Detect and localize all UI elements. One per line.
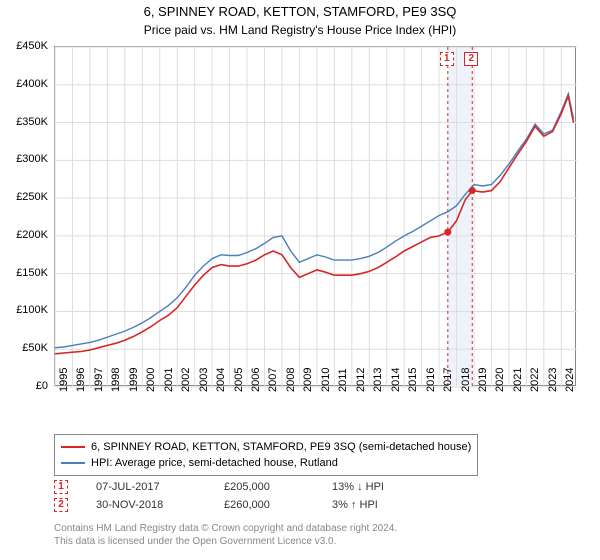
chart-subtitle: Price paid vs. HM Land Registry's House … bbox=[0, 23, 600, 37]
x-tick-label: 2017 bbox=[442, 368, 454, 392]
y-tick-label: £450K bbox=[0, 40, 48, 52]
x-tick-label: 2003 bbox=[198, 368, 210, 392]
y-tick-label: £300K bbox=[0, 153, 48, 165]
x-tick-label: 2004 bbox=[215, 368, 227, 392]
x-tick-label: 2008 bbox=[285, 368, 297, 392]
transaction-marker: 1 bbox=[54, 480, 68, 494]
y-tick-label: £200K bbox=[0, 229, 48, 241]
legend-label: 6, SPINNEY ROAD, KETTON, STAMFORD, PE9 3… bbox=[91, 441, 471, 453]
x-tick-label: 2005 bbox=[233, 368, 245, 392]
x-tick-label: 2014 bbox=[390, 368, 402, 392]
x-tick-label: 1996 bbox=[75, 368, 87, 392]
x-tick-label: 2002 bbox=[180, 368, 192, 392]
x-tick-label: 2009 bbox=[302, 368, 314, 392]
credit-line-1: Contains HM Land Registry data © Crown c… bbox=[54, 522, 397, 535]
x-tick-label: 2019 bbox=[477, 368, 489, 392]
transaction-table: 1 07-JUL-2017 £205,000 13% ↓ HPI 2 30-NO… bbox=[54, 478, 384, 514]
x-tick-label: 2024 bbox=[564, 368, 576, 392]
x-tick-label: 2001 bbox=[163, 368, 175, 392]
x-tick-label: 2022 bbox=[529, 368, 541, 392]
x-tick-label: 2023 bbox=[547, 368, 559, 392]
credit-text: Contains HM Land Registry data © Crown c… bbox=[54, 522, 397, 548]
x-tick-label: 2011 bbox=[337, 368, 349, 392]
transaction-price: £260,000 bbox=[224, 499, 304, 511]
legend: 6, SPINNEY ROAD, KETTON, STAMFORD, PE9 3… bbox=[54, 434, 478, 476]
y-tick-label: £0 bbox=[0, 380, 48, 392]
x-tick-label: 2006 bbox=[250, 368, 262, 392]
transaction-date: 30-NOV-2018 bbox=[96, 499, 196, 511]
y-tick-label: £350K bbox=[0, 116, 48, 128]
legend-item: HPI: Average price, semi-detached house,… bbox=[61, 455, 471, 471]
transaction-date: 07-JUL-2017 bbox=[96, 481, 196, 493]
x-tick-label: 1999 bbox=[128, 368, 140, 392]
plot-svg bbox=[55, 47, 577, 387]
transaction-row: 2 30-NOV-2018 £260,000 3% ↑ HPI bbox=[54, 496, 384, 514]
chart-container: 6, SPINNEY ROAD, KETTON, STAMFORD, PE9 3… bbox=[0, 0, 600, 560]
x-tick-label: 1995 bbox=[58, 368, 70, 392]
x-tick-label: 2010 bbox=[320, 368, 332, 392]
plot-area bbox=[54, 46, 576, 386]
x-tick-label: 2013 bbox=[372, 368, 384, 392]
x-tick-label: 2021 bbox=[512, 368, 524, 392]
y-tick-label: £50K bbox=[0, 342, 48, 354]
transaction-delta: 3% ↑ HPI bbox=[332, 499, 378, 511]
marker-badge: 1 bbox=[440, 52, 454, 66]
x-tick-label: 2000 bbox=[145, 368, 157, 392]
y-tick-label: £150K bbox=[0, 267, 48, 279]
chart-title: 6, SPINNEY ROAD, KETTON, STAMFORD, PE9 3… bbox=[0, 4, 600, 19]
transaction-marker: 2 bbox=[54, 498, 68, 512]
x-tick-label: 2018 bbox=[460, 368, 472, 392]
y-tick-label: £100K bbox=[0, 304, 48, 316]
x-tick-label: 1998 bbox=[110, 368, 122, 392]
y-tick-label: £400K bbox=[0, 78, 48, 90]
transaction-row: 1 07-JUL-2017 £205,000 13% ↓ HPI bbox=[54, 478, 384, 496]
x-tick-label: 2007 bbox=[267, 368, 279, 392]
marker-badge: 2 bbox=[464, 52, 478, 66]
credit-line-2: This data is licensed under the Open Gov… bbox=[54, 535, 397, 548]
legend-swatch bbox=[61, 462, 85, 464]
legend-swatch bbox=[61, 446, 85, 448]
transaction-price: £205,000 bbox=[224, 481, 304, 493]
legend-item: 6, SPINNEY ROAD, KETTON, STAMFORD, PE9 3… bbox=[61, 439, 471, 455]
x-tick-label: 2012 bbox=[355, 368, 367, 392]
x-tick-label: 2015 bbox=[407, 368, 419, 392]
legend-label: HPI: Average price, semi-detached house,… bbox=[91, 457, 338, 469]
x-tick-label: 1997 bbox=[93, 368, 105, 392]
x-tick-label: 2016 bbox=[425, 368, 437, 392]
transaction-delta: 13% ↓ HPI bbox=[332, 481, 384, 493]
x-tick-label: 2020 bbox=[494, 368, 506, 392]
y-tick-label: £250K bbox=[0, 191, 48, 203]
